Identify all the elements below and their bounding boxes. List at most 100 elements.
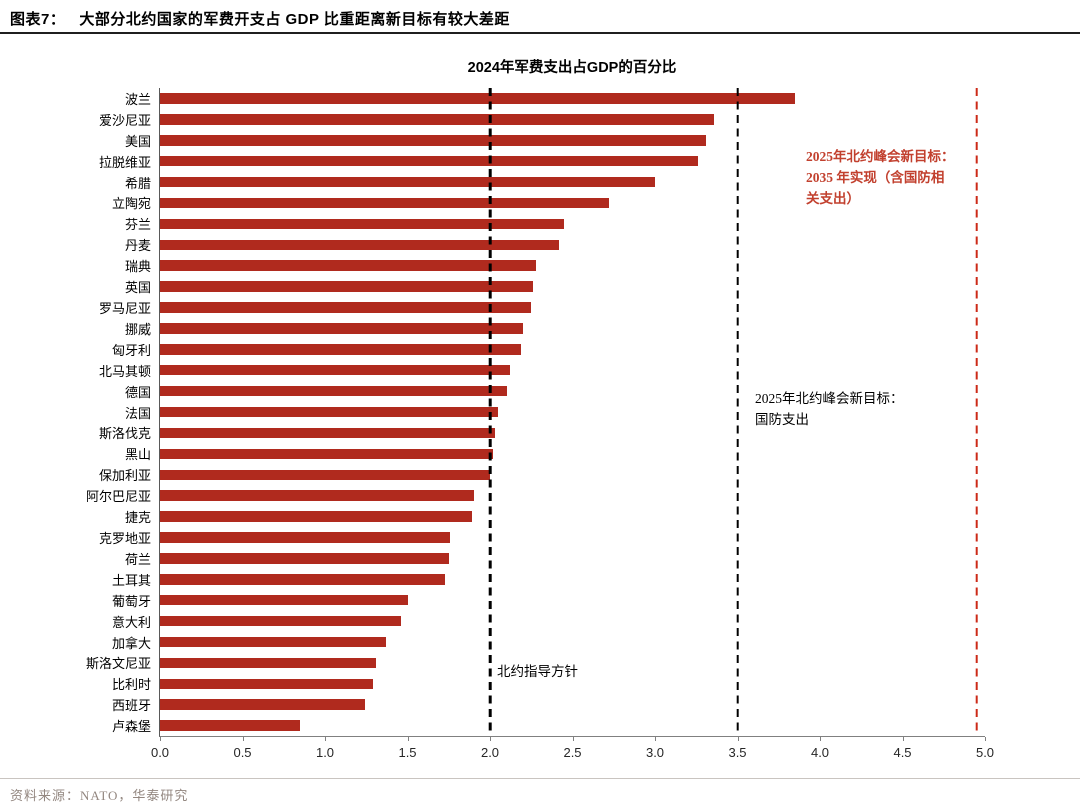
category-label: 美国	[124, 133, 151, 149]
bar-row: 克罗地亚	[99, 527, 985, 548]
chart-title: 2024年军费支出占GDP的百分比	[467, 60, 677, 76]
bar	[160, 135, 707, 146]
bar-row: 斯洛伐克	[99, 423, 985, 444]
axis-tick-label: 3.0	[645, 745, 665, 760]
bar	[160, 197, 609, 209]
bar-row: 美国	[125, 130, 985, 151]
bar-row: 挪威	[125, 318, 985, 339]
bar-row: 荷兰	[125, 548, 985, 569]
bar-row: 英国	[125, 276, 985, 297]
bar-row: 希腊	[125, 172, 985, 193]
category-label: 斯洛文尼亚	[85, 656, 151, 672]
category-label: 保加利亚	[98, 468, 151, 484]
bar-row: 黑山	[125, 443, 985, 464]
bar-row: 拉脱维亚	[99, 151, 985, 172]
bar	[160, 302, 532, 313]
category-label: 西班牙	[111, 698, 151, 714]
category-label: 荷兰	[124, 551, 151, 567]
axis-tick	[820, 737, 822, 741]
bar-row: 捷克	[125, 506, 985, 527]
axis-tick	[985, 737, 987, 741]
category-label: 捷克	[124, 510, 151, 526]
bar	[160, 448, 494, 460]
category-label: 罗马尼亚	[98, 301, 151, 317]
bar	[160, 636, 387, 648]
axis-tick-label: 1.0	[315, 745, 335, 760]
bar	[160, 155, 698, 167]
bar	[160, 114, 715, 125]
bar	[160, 594, 408, 606]
bar-row: 波兰	[125, 88, 985, 109]
bar	[160, 427, 495, 439]
annotation-nato-guideline: 北约指导方针	[497, 664, 578, 679]
axis-tick-label: 0.0	[150, 745, 170, 760]
bar-row: 芬兰	[125, 213, 985, 234]
axis-tick	[902, 737, 904, 741]
axis-tick-label: 0.5	[233, 745, 252, 760]
bar	[160, 176, 655, 188]
bar	[160, 239, 560, 251]
category-label: 波兰	[124, 91, 151, 107]
bar-row: 比利时	[112, 673, 985, 694]
bar	[160, 615, 401, 627]
category-label: 丹麦	[124, 238, 151, 254]
axis-tick	[325, 737, 327, 741]
bar-row: 爱沙尼亚	[99, 109, 985, 130]
axis-tick	[572, 737, 574, 741]
bar	[160, 281, 533, 292]
reference-line	[488, 88, 492, 736]
bar-row: 瑞典	[125, 255, 985, 276]
axis-tick-label: 4.5	[893, 745, 912, 760]
axis-tick	[737, 737, 739, 741]
category-label: 黑山	[124, 447, 151, 463]
bar	[160, 385, 507, 397]
axis-tick-label: 3.5	[728, 745, 747, 760]
bar-row: 斯洛文尼亚	[86, 652, 985, 673]
category-label: 阿尔巴尼亚	[85, 489, 151, 505]
bar-row: 西班牙	[112, 694, 985, 715]
category-label: 英国	[124, 280, 151, 296]
category-label: 匈牙利	[111, 342, 151, 358]
axis-tick	[242, 737, 244, 741]
axis-tick	[160, 737, 162, 741]
figure-number: 图表7：	[10, 11, 66, 28]
category-label: 北马其顿	[98, 363, 151, 379]
bar	[160, 720, 301, 731]
category-label: 瑞典	[124, 259, 151, 275]
plot-area: 波兰爱沙尼亚美国拉脱维亚希腊立陶宛 芬兰丹麦瑞典英国罗马尼亚挪威匈牙利北马其顿德国…	[86, 88, 994, 760]
bar	[160, 260, 537, 271]
category-label: 加拿大	[111, 635, 151, 651]
bar	[160, 699, 365, 710]
bar-row: 罗马尼亚	[99, 297, 985, 318]
axis-tick	[490, 737, 492, 741]
category-label: 德国	[124, 384, 151, 400]
category-label: 比利时	[111, 677, 151, 693]
bar-row: 意大利	[112, 611, 985, 632]
reference-line	[736, 88, 739, 736]
category-label: 斯洛伐克	[98, 426, 151, 442]
category-label: 爱沙尼亚	[98, 112, 151, 128]
bar	[160, 490, 474, 501]
category-label: 葡萄牙	[111, 593, 151, 609]
bar-row: 阿尔巴尼亚	[86, 485, 985, 506]
bars-area: 波兰爱沙尼亚美国拉脱维亚希腊立陶宛 芬兰丹麦瑞典英国罗马尼亚挪威匈牙利北马其顿德国…	[86, 88, 985, 736]
bar	[160, 344, 522, 355]
bar-row: 加拿大	[112, 632, 985, 653]
annotation-summit-total-target: 2025年北约峰会新目标： 2035 年实现（含国防相 关支出）	[806, 149, 955, 206]
bar	[160, 678, 373, 690]
header-divider	[0, 32, 1080, 34]
category-label: 希腊	[124, 175, 151, 191]
category-label: 卢森堡	[111, 719, 151, 735]
category-label: 立陶宛	[111, 196, 151, 212]
category-label: 挪威	[124, 321, 151, 337]
bar-row: 丹麦	[125, 234, 985, 255]
category-label: 土耳其	[111, 572, 151, 588]
bar-row: 卢森堡	[112, 715, 985, 736]
footer-divider	[0, 778, 1080, 779]
bar	[160, 406, 499, 418]
bar	[160, 218, 565, 230]
bar	[160, 657, 377, 669]
figure-header: 图表7： 大部分北约国家的军费开支占 GDP 比重距离新目标有较大差距	[10, 8, 510, 29]
axis-tick	[407, 737, 409, 741]
